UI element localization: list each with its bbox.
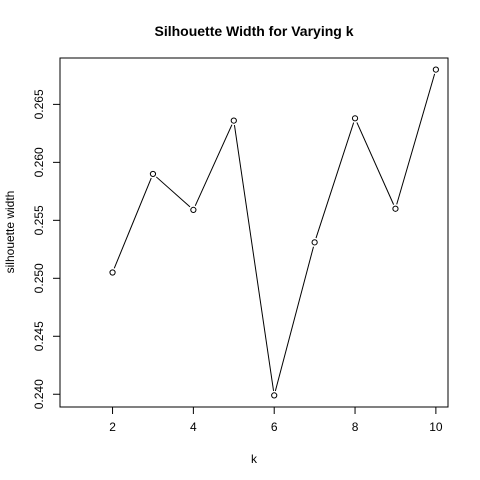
y-tick-label: 0.265 [32,89,46,119]
x-tick-label: 8 [352,420,359,434]
data-point [271,392,278,399]
y-axis: 0.240 0.245 0.250 0.255 0.260 0.265 [32,89,60,409]
x-axis-label: k [251,452,258,466]
data-point [149,170,157,178]
y-tick-label: 0.255 [32,205,46,235]
data-point [351,115,359,122]
line-segment [194,124,233,206]
x-tick-label: 10 [429,420,443,434]
data-point [230,117,237,124]
y-tick-label: 0.260 [32,147,46,177]
line-segment [315,122,355,239]
data-point [432,66,439,73]
line-segment [274,246,314,392]
line-segment [356,122,395,205]
line-segment [396,73,436,205]
line-segment [113,177,152,269]
chart-title: Silhouette Width for Varying k [154,23,353,39]
y-tick-label: 0.250 [32,263,46,293]
line-segment [233,124,275,392]
data-point [392,205,399,212]
data-point [311,239,318,246]
x-tick-label: 6 [271,420,278,434]
x-axis: 2 4 6 8 10 [109,407,443,434]
y-tick-label: 0.245 [32,321,46,351]
line-segment [155,176,191,208]
y-tick-label: 0.240 [32,379,46,409]
plot-frame [59,57,449,408]
data-point [109,269,116,276]
x-tick-label: 4 [190,420,197,434]
y-axis-label: silhouette width [3,191,17,274]
data-point [190,206,197,213]
series-line [109,66,439,399]
x-tick-label: 2 [109,420,116,434]
